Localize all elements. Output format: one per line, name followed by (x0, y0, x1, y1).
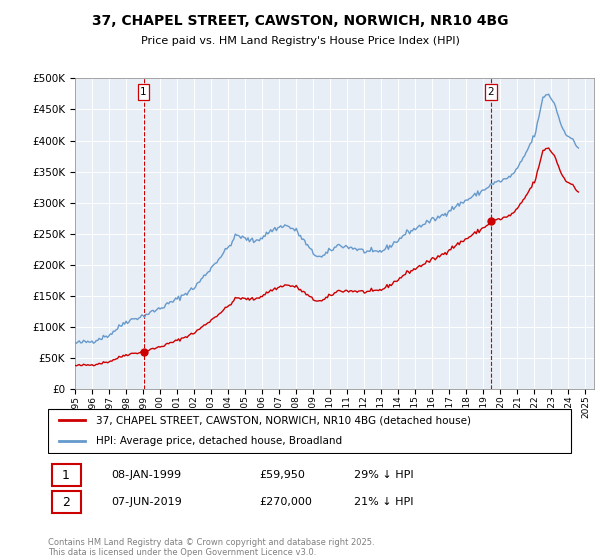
Text: 07-JUN-2019: 07-JUN-2019 (112, 497, 182, 507)
Text: £270,000: £270,000 (259, 497, 312, 507)
FancyBboxPatch shape (48, 409, 571, 452)
Text: 08-JAN-1999: 08-JAN-1999 (112, 470, 181, 480)
Text: 1: 1 (140, 87, 147, 97)
Text: Contains HM Land Registry data © Crown copyright and database right 2025.
This d: Contains HM Land Registry data © Crown c… (48, 538, 374, 557)
Text: 29% ↓ HPI: 29% ↓ HPI (354, 470, 414, 480)
Text: HPI: Average price, detached house, Broadland: HPI: Average price, detached house, Broa… (95, 436, 341, 446)
Text: 37, CHAPEL STREET, CAWSTON, NORWICH, NR10 4BG: 37, CHAPEL STREET, CAWSTON, NORWICH, NR1… (92, 14, 508, 28)
Text: 2: 2 (488, 87, 494, 97)
Text: 1: 1 (62, 469, 70, 482)
Bar (52, 491, 81, 514)
Text: 2: 2 (62, 496, 70, 508)
Text: 37, CHAPEL STREET, CAWSTON, NORWICH, NR10 4BG (detached house): 37, CHAPEL STREET, CAWSTON, NORWICH, NR1… (95, 415, 470, 425)
Bar (52, 464, 81, 486)
Text: Price paid vs. HM Land Registry's House Price Index (HPI): Price paid vs. HM Land Registry's House … (140, 36, 460, 46)
Text: 21% ↓ HPI: 21% ↓ HPI (354, 497, 414, 507)
Text: £59,950: £59,950 (259, 470, 305, 480)
